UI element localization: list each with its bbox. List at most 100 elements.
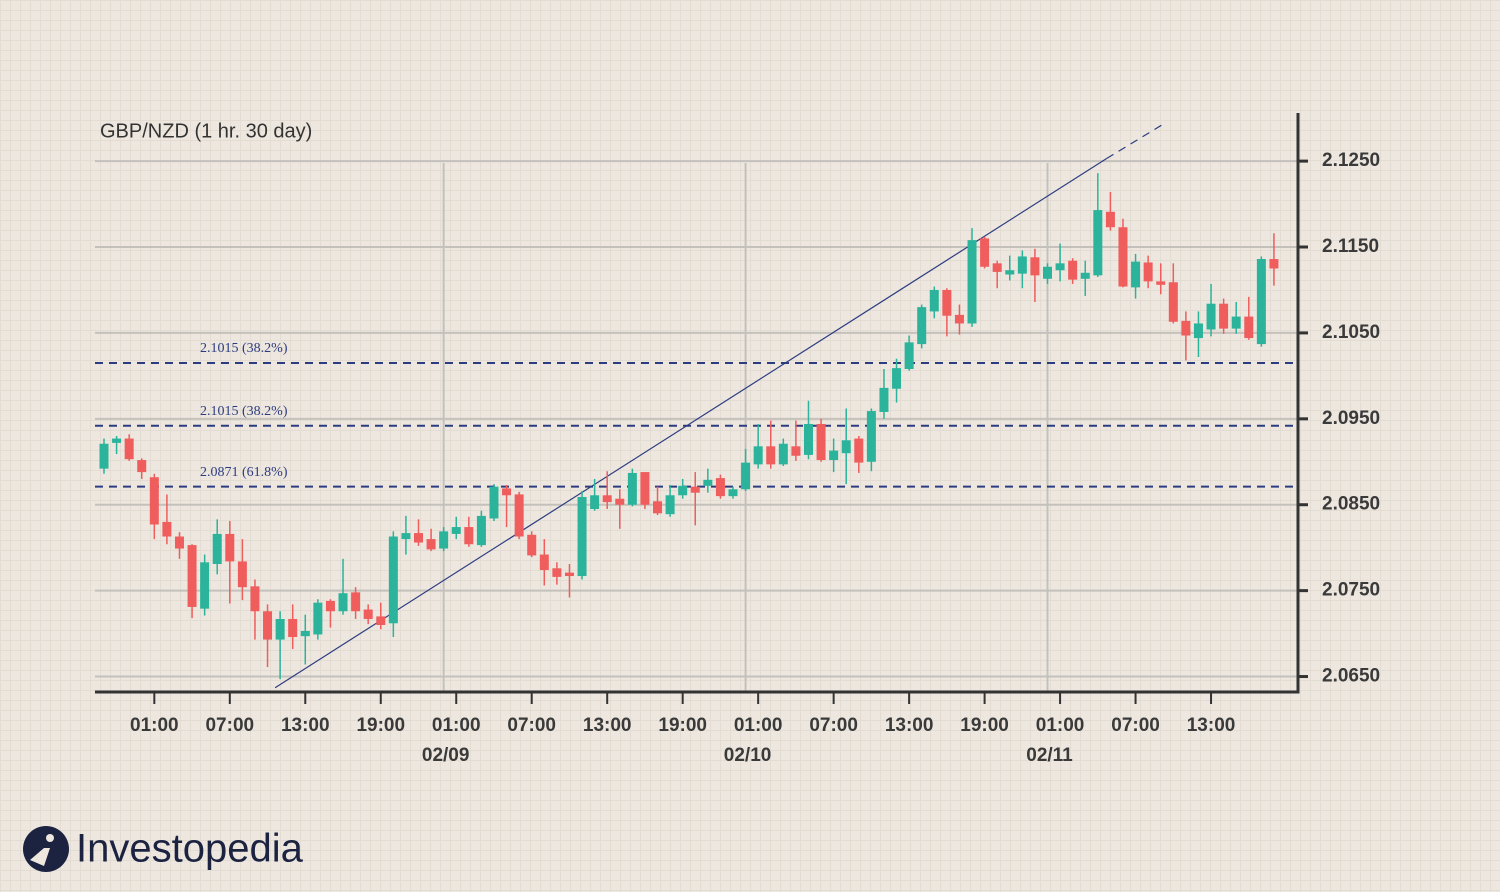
logo-stroke bbox=[30, 848, 50, 866]
candle-body bbox=[464, 527, 474, 545]
candle-body bbox=[665, 495, 675, 515]
candle-body bbox=[1206, 303, 1216, 330]
candle-body bbox=[992, 263, 1002, 272]
x-tick-label: 19:00 bbox=[356, 715, 405, 736]
trendline-extension bbox=[1106, 123, 1164, 160]
candle-body bbox=[929, 289, 939, 312]
candle-body bbox=[854, 438, 864, 463]
candle-body bbox=[1269, 259, 1279, 269]
candle-body bbox=[502, 488, 512, 496]
candle-body bbox=[401, 533, 411, 540]
level-label: 2.0871 (61.8%) bbox=[200, 465, 288, 480]
chart-title: GBP/NZD (1 hr. 30 day) bbox=[100, 120, 312, 142]
candle-body bbox=[1193, 323, 1203, 339]
x-tick-label: 07:00 bbox=[507, 715, 556, 736]
candle-body bbox=[313, 602, 323, 635]
candle-body bbox=[338, 593, 348, 612]
candle-body bbox=[766, 446, 776, 465]
candle-body bbox=[1093, 210, 1103, 276]
candle-body bbox=[325, 600, 335, 612]
candle-body bbox=[439, 531, 449, 549]
y-tick-label: 2.1050 bbox=[1322, 322, 1380, 343]
candle-body bbox=[162, 521, 172, 537]
candle-body bbox=[212, 533, 222, 565]
candle-body bbox=[1168, 282, 1178, 322]
y-tick-label: 2.0750 bbox=[1322, 580, 1380, 601]
level-label: 2.1015 (38.2%) bbox=[200, 404, 288, 419]
logo-dot bbox=[46, 834, 54, 842]
candle-body bbox=[99, 443, 109, 469]
candle-body bbox=[514, 494, 524, 537]
candle-body bbox=[1143, 262, 1153, 282]
candle-body bbox=[263, 611, 273, 640]
candle-body bbox=[1043, 266, 1052, 279]
candle-body bbox=[866, 411, 876, 462]
candle-body bbox=[615, 498, 625, 505]
candle-body bbox=[288, 618, 298, 638]
candle-body bbox=[791, 446, 801, 456]
candle-body bbox=[703, 479, 713, 486]
candle-body bbox=[967, 240, 977, 324]
candle-body bbox=[1219, 303, 1229, 329]
candle-body bbox=[351, 592, 361, 612]
candle-body bbox=[539, 554, 549, 571]
candle-body bbox=[564, 572, 574, 577]
x-tick-label: 07:00 bbox=[1111, 715, 1160, 736]
candle-body bbox=[1080, 272, 1090, 279]
candle-body bbox=[980, 238, 990, 267]
candle-body bbox=[451, 527, 461, 534]
x-tick-label: 01:00 bbox=[1036, 715, 1085, 736]
candle-body bbox=[1156, 281, 1166, 285]
x-tick-label: 13:00 bbox=[583, 715, 632, 736]
candle-body bbox=[414, 533, 423, 543]
candle-body bbox=[1131, 261, 1141, 288]
candle-body bbox=[388, 536, 398, 624]
candle-body bbox=[917, 307, 927, 345]
candle-body bbox=[1017, 256, 1027, 274]
x-tick-label: 19:00 bbox=[960, 715, 1009, 736]
candle-body bbox=[1181, 320, 1191, 336]
candle-body bbox=[653, 501, 663, 514]
candle-body bbox=[174, 536, 184, 549]
y-tick-label: 2.1250 bbox=[1322, 150, 1380, 171]
candle-body bbox=[225, 533, 235, 562]
level-label: 2.1015 (38.2%) bbox=[200, 341, 288, 356]
candle-body bbox=[112, 438, 122, 443]
candle-body bbox=[275, 618, 285, 640]
candle-body bbox=[527, 534, 537, 556]
candle-body bbox=[149, 477, 159, 525]
candle-body bbox=[741, 462, 751, 490]
x-date-label: 02/11 bbox=[1026, 745, 1073, 766]
candle-body bbox=[627, 472, 637, 505]
candle-body bbox=[715, 478, 725, 497]
x-tick-label: 07:00 bbox=[809, 715, 858, 736]
x-tick-label: 01:00 bbox=[130, 715, 179, 736]
candle-body bbox=[300, 631, 310, 637]
candle-body bbox=[841, 440, 851, 454]
x-tick-label: 01:00 bbox=[432, 715, 481, 736]
candle-body bbox=[237, 561, 247, 588]
candle-body bbox=[602, 495, 612, 503]
candle-body bbox=[803, 423, 813, 455]
candle-body bbox=[904, 342, 914, 369]
candle-body bbox=[1030, 257, 1040, 276]
x-tick-label: 01:00 bbox=[734, 715, 783, 736]
x-tick-label: 13:00 bbox=[885, 715, 934, 736]
candle-body bbox=[1244, 316, 1254, 339]
candle-body bbox=[124, 438, 134, 460]
candle-body bbox=[640, 472, 650, 505]
x-date-label: 02/10 bbox=[724, 745, 772, 766]
logo: Investopedia bbox=[23, 826, 304, 872]
candle-body bbox=[1055, 263, 1065, 271]
x-date-label: 02/09 bbox=[422, 745, 470, 766]
candle-body bbox=[1005, 270, 1015, 275]
candle-body bbox=[778, 443, 788, 465]
candle-body bbox=[426, 539, 436, 550]
candle-body bbox=[942, 289, 952, 316]
candle-body bbox=[1118, 227, 1128, 287]
candle-body bbox=[1256, 259, 1266, 345]
candle-body bbox=[1231, 316, 1241, 329]
candle-body bbox=[690, 486, 700, 493]
